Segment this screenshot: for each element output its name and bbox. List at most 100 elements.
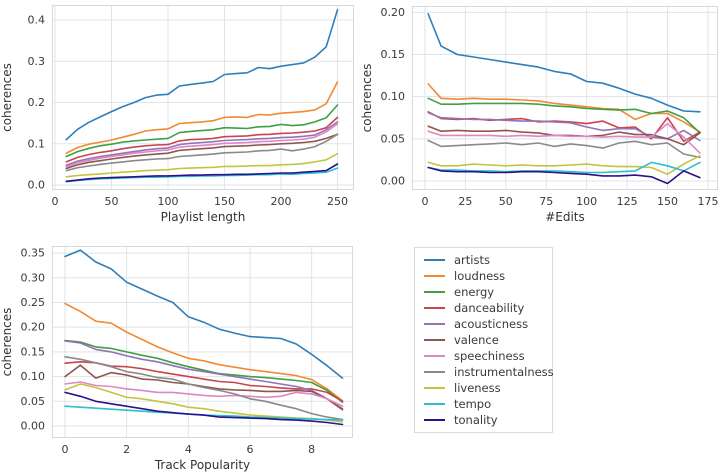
legend-item-danceability: danceability: [424, 301, 552, 316]
x-tick-label: 2: [123, 443, 130, 456]
legend-label: valence: [454, 333, 499, 347]
y-axis-label: coherences: [360, 64, 374, 133]
series-line-tonality: [64, 391, 344, 426]
series-line-liveness: [427, 154, 701, 175]
series-line-valence: [64, 364, 344, 411]
axes-frame: [412, 6, 718, 190]
y-tick-label: 0.2: [28, 96, 46, 109]
x-tick-label: 150: [657, 195, 678, 208]
series-line-tonality: [65, 163, 339, 183]
series-line-artists: [427, 13, 701, 113]
y-tick-label: 0.00: [381, 174, 406, 187]
series-line-acousticness: [64, 340, 344, 410]
legend-line-swatch: [424, 419, 445, 421]
legend-label: speechiness: [454, 349, 525, 363]
legend-line-swatch: [424, 307, 445, 309]
y-tick-label: 0.25: [21, 296, 46, 309]
legend-line-swatch: [424, 355, 445, 357]
chart-canvas: 0 50 100 150 200 250 0.0 0.1 0.2 0.3 0.4 Playlist l…: [0, 5, 354, 224]
x-tick-label: 100: [157, 195, 178, 208]
y-tick-label: 0.20: [381, 6, 406, 19]
series-line-energy: [427, 97, 701, 134]
legend-line-swatch: [424, 275, 445, 277]
legend-item-artists: artists: [424, 253, 552, 268]
legend-label: acousticness: [454, 317, 529, 331]
series-line-speechiness: [65, 123, 339, 168]
legend-label: instrumentalness: [454, 365, 554, 379]
y-tick-label: 0.05: [21, 395, 46, 408]
series-line-acousticness: [427, 111, 701, 142]
x-tick-label: 75: [539, 195, 553, 208]
y-tick-label: 0.15: [381, 48, 406, 61]
legend-line-swatch: [424, 339, 445, 341]
series-line-energy: [65, 104, 339, 158]
x-tick-label: 6: [246, 443, 253, 456]
y-tick-label: 0.10: [381, 90, 406, 103]
legend-line-swatch: [424, 371, 445, 373]
chart-playlist-length: 0 50 100 150 200 250 0.0 0.1 0.2 0.3 0.4 Playlist l…: [0, 0, 360, 232]
x-axis-label: Track Popularity: [154, 458, 250, 472]
y-tick-label: 0.30: [21, 271, 46, 284]
y-tick-label: 0.05: [381, 132, 406, 145]
x-tick-label: 50: [104, 195, 118, 208]
x-tick-label: 200: [271, 195, 292, 208]
series-line-loudness: [65, 81, 339, 154]
legend-line-swatch: [424, 291, 445, 293]
series-line-danceability: [65, 116, 339, 163]
legend-label: danceability: [454, 301, 525, 315]
series-line-instrumentalness: [65, 133, 339, 172]
series-line-loudness: [64, 302, 344, 402]
series-line-tonality: [427, 166, 701, 185]
y-tick-label: 0.1: [28, 137, 46, 150]
legend-label: energy: [454, 285, 495, 299]
series-line-instrumentalness: [64, 356, 344, 421]
x-axis-label: Playlist length: [161, 210, 246, 224]
x-tick-label: 0: [51, 195, 58, 208]
legend-item-liveness: liveness: [424, 381, 552, 396]
legend-label: tonality: [454, 413, 498, 427]
series-line-artists: [64, 249, 344, 379]
chart-edits: 0 25 50 75 100 125 150 175 0.00 0.05 0.10 0.15 0.20 #…: [360, 0, 722, 232]
legend-item-valence: valence: [424, 333, 552, 348]
series-line-speechiness: [64, 381, 344, 407]
legend-line-swatch: [424, 323, 445, 325]
x-tick-label: 0: [421, 195, 428, 208]
x-axis-label: #Edits: [545, 210, 585, 224]
legend: artists loudness energy danceability acousti…: [414, 247, 554, 433]
y-tick-label: 0.3: [28, 55, 46, 68]
y-tick-label: 0.20: [21, 321, 46, 334]
legend-item-energy: energy: [424, 285, 552, 300]
x-tick-label: 250: [327, 195, 348, 208]
y-axis-label: coherences: [0, 308, 14, 377]
x-tick-label: 4: [185, 443, 192, 456]
x-tick-label: 150: [214, 195, 235, 208]
legend-item-acousticness: acousticness: [424, 317, 552, 332]
chart-canvas: 0 25 50 75 100 125 150 175 0.00 0.05 0.10 0.15 0.20 #…: [360, 6, 718, 224]
legend-label: artists: [454, 253, 490, 267]
x-tick-label: 100: [576, 195, 597, 208]
legend-item-instrumentalness: instrumentalness: [424, 365, 554, 380]
legend-line-swatch: [424, 387, 445, 389]
axes-frame: [52, 5, 354, 190]
legend-label: liveness: [454, 381, 501, 395]
y-tick-label: 0.00: [21, 419, 46, 432]
x-tick-label: 25: [458, 195, 472, 208]
legend-label: loudness: [454, 269, 506, 283]
legend-item-loudness: loudness: [424, 269, 552, 284]
legend-item-speechiness: speechiness: [424, 349, 552, 364]
x-tick-label: 8: [308, 443, 315, 456]
x-tick-label: 0: [61, 443, 68, 456]
legend-line-swatch: [424, 259, 445, 261]
legend-item-tempo: tempo: [424, 397, 552, 412]
chart-canvas: 0 2 4 6 8 0.00 0.05 0.10 0.15 0.20 0.25 0.30 0.35 Tra…: [0, 246, 353, 472]
legend-line-swatch: [424, 403, 445, 405]
y-tick-label: 0.0: [28, 179, 46, 192]
axes-frame: [52, 246, 353, 438]
y-axis-label: coherences: [0, 63, 14, 132]
y-tick-label: 0.4: [28, 14, 46, 27]
chart-track-popularity: 0 2 4 6 8 0.00 0.05 0.10 0.15 0.20 0.25 0.30 0.35 Tra…: [0, 238, 360, 476]
legend-label: tempo: [454, 397, 492, 411]
x-tick-label: 125: [617, 195, 638, 208]
series-line-liveness: [65, 152, 339, 178]
